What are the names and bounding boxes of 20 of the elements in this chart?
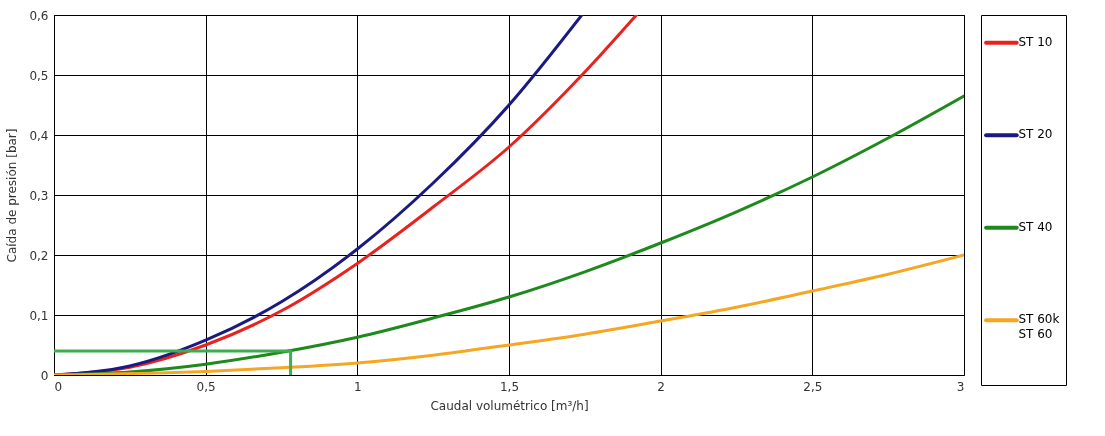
x-tick-label: 2 [657,379,665,394]
x-tick-label: 3 [956,379,965,394]
x-tick-label: 0,5 [196,379,216,394]
x-tick-label: 0 [54,379,63,394]
y-tick-label: 0,1 [29,308,49,323]
y-tick-label: 0 [40,368,49,383]
y-tick-label: 0,2 [29,248,49,263]
y-tick-label: 0,4 [29,128,49,143]
y-tick-label: 0,6 [29,8,49,23]
legend-label: ST 40 [1018,219,1053,234]
y-tick-label: 0,3 [29,188,49,203]
x-tick-label: 1 [354,379,362,394]
legend-label: ST 60k ST 60 [1018,312,1060,342]
x-tick-label: 2,5 [803,379,823,394]
legend-label: ST 20 [1018,127,1053,142]
x-tick-label: 1,5 [499,379,520,394]
x-axis-title: Caudal volumétrico [m³/h] [430,398,589,413]
y-tick-label: 0,5 [29,68,49,83]
legend-label: ST 10 [1018,34,1053,49]
y-axis-title: Caída de presión [bar] [5,128,20,263]
